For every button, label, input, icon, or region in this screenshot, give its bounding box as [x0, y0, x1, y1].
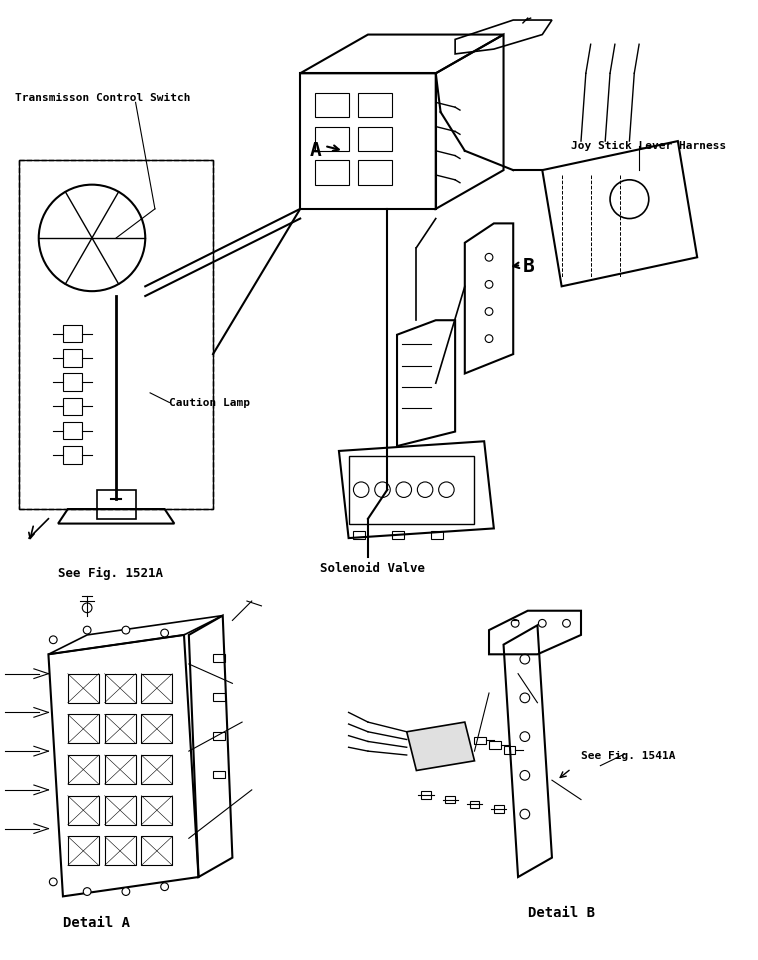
Bar	[67, 714, 99, 743]
Bar	[142, 674, 172, 703]
Bar	[105, 796, 136, 825]
Bar	[300, 73, 436, 209]
Bar	[63, 397, 83, 415]
Bar	[105, 714, 136, 743]
Bar	[105, 674, 136, 703]
Bar	[67, 836, 99, 865]
Circle shape	[122, 626, 130, 634]
Circle shape	[49, 878, 57, 886]
Bar	[489, 741, 500, 749]
Bar	[431, 531, 443, 540]
Bar	[20, 160, 213, 509]
Circle shape	[161, 883, 168, 891]
Bar	[63, 421, 83, 440]
Text: Transmisson Control Switch: Transmisson Control Switch	[14, 93, 190, 103]
Bar	[359, 160, 392, 184]
Circle shape	[122, 888, 130, 896]
Bar	[63, 325, 83, 343]
Bar	[105, 755, 136, 784]
Bar	[97, 490, 136, 518]
Bar	[213, 732, 224, 739]
Bar	[213, 771, 224, 779]
Bar	[213, 655, 224, 662]
Circle shape	[49, 636, 57, 643]
Bar	[67, 755, 99, 784]
Bar	[503, 746, 515, 754]
Circle shape	[83, 888, 91, 896]
Bar	[142, 796, 172, 825]
Bar	[142, 755, 172, 784]
Bar	[315, 93, 349, 117]
Bar	[353, 531, 365, 540]
Bar	[475, 736, 486, 744]
Bar	[349, 456, 475, 523]
Text: Solenoid Valve: Solenoid Valve	[320, 563, 424, 575]
Bar	[470, 801, 479, 808]
Text: B: B	[523, 257, 534, 276]
Text: Detail A: Detail A	[64, 916, 130, 929]
Bar	[315, 127, 349, 151]
Bar	[359, 127, 392, 151]
Text: Joy Stick Lever Harness: Joy Stick Lever Harness	[572, 141, 727, 151]
Bar	[494, 805, 503, 813]
Circle shape	[161, 629, 168, 636]
Bar	[421, 791, 431, 799]
Polygon shape	[407, 722, 475, 771]
Bar	[105, 836, 136, 865]
Bar	[63, 349, 83, 367]
Bar	[315, 160, 349, 184]
Text: See Fig. 1521A: See Fig. 1521A	[58, 567, 163, 580]
Bar	[67, 674, 99, 703]
Bar	[446, 796, 455, 804]
Bar	[359, 93, 392, 117]
Text: Caution Lamp: Caution Lamp	[170, 397, 250, 408]
Circle shape	[83, 626, 91, 634]
Text: See Fig. 1541A: See Fig. 1541A	[581, 751, 675, 761]
Bar	[213, 693, 224, 701]
Bar	[67, 796, 99, 825]
Bar	[392, 531, 404, 540]
Bar	[63, 446, 83, 464]
Bar	[142, 836, 172, 865]
Text: Detail B: Detail B	[528, 906, 595, 920]
Text: A: A	[310, 141, 321, 160]
Bar	[142, 714, 172, 743]
Bar	[63, 373, 83, 391]
